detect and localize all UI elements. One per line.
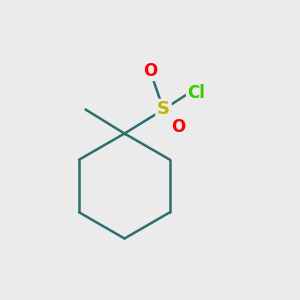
Text: O: O	[171, 118, 186, 136]
Text: Cl: Cl	[188, 84, 206, 102]
Text: O: O	[143, 61, 157, 80]
Text: S: S	[157, 100, 170, 118]
